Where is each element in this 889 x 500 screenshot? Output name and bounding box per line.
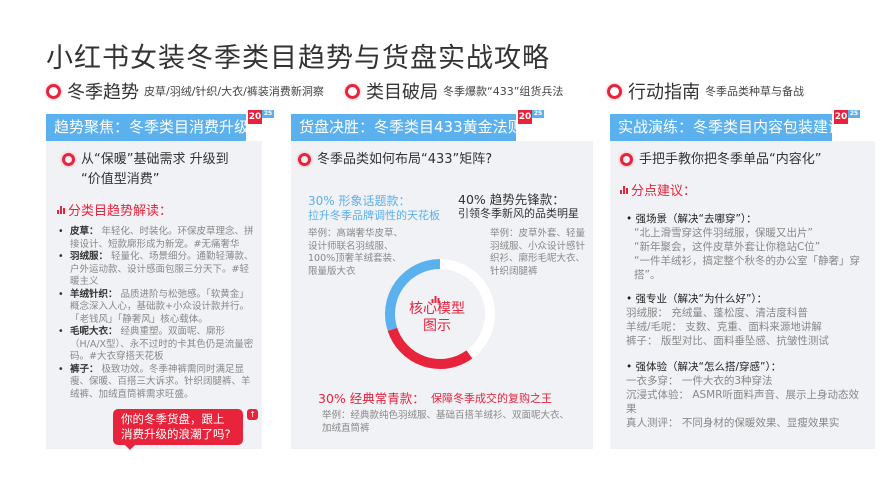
ring-icon [345,83,360,99]
content-panel [610,141,875,449]
list-item: 羊绒针织： 品质进阶与松弛感。「软黄金」概念深入人心，基础款+小众设计款并行。「… [58,289,258,327]
section-label: 类目破局 [366,82,438,103]
section-label: 行动指南 [628,82,700,103]
tip-line: 羽绒服： 充绒量、蓬松度、清洁度科普 [626,307,808,319]
ring-icon [62,153,75,166]
section-desc: 冬季品类种草与备战 [705,85,804,98]
year-badge: 20 25 [518,110,546,124]
badge-a: 20 [248,110,262,124]
tip-line: “一件羊绒衫，搞定整个秋冬的办公室「静奢」穿搭”。 [634,255,860,281]
tip-heading: • 强专业（解决“为什么好”）： [626,293,768,305]
badge-b: 25 [262,110,274,118]
ring-icon [46,83,61,99]
center-label: 核心模型 [409,301,465,317]
list-item: 皮草： 年轻化、时装化。环保皮草理念、拼接设计、短款廓形成为新宠。#无痛奢华 [58,226,258,251]
image-example: 举例：高端奢华皮草、设计师联名羽绒服、100%顶奢羊绒套装、限量版大衣 [308,228,404,277]
donut-segment-形象话题款 [385,259,441,331]
badge-b: 25 [848,110,860,118]
tip-heading: • 强场景（解决“去哪穿”）： [626,213,757,225]
lineup-bar: 货盘决胜：冬季类目433黄金法则 [291,114,523,141]
content-subtitle: 分点建议： [620,180,696,199]
question-line: 从“保暖”基础需求 升级到 [81,152,229,167]
trend-example: 举例：皮草外套、轻量羽绒服、小众设计感针织衫、廓形毛呢大衣、针织阔腿裤 [490,228,586,277]
image-sub: 拉升冬季品牌调性的天花板 [308,209,440,222]
donut-segment-经典常青款 [387,327,473,369]
tip-line: “北上滑雪穿这件羽绒服，保暖又出片” [634,227,813,239]
content-bar: 实战演练：冬季类目内容包装建议 [610,114,843,141]
question-text: 手把手教你把冬季单品“内容化” [639,152,822,167]
section-category: 类目破局 冬季爆款“433”组货兵法 [345,78,563,104]
badge-b: 25 [532,110,544,118]
subtitle-text: 分点建议： [631,184,697,199]
year-badge: 20 25 [834,110,862,124]
page-title: 小红书女装冬季类目趋势与货盘实战攻略 [46,43,550,74]
center-label: 图示 [423,318,451,334]
section-action: 行动指南 冬季品类种草与备战 [607,78,804,104]
question-bubble: 你的冬季货盘，跟上消费升级的浪潮了吗? [113,409,243,450]
badge-a: 20 [834,110,848,124]
tip-line: 沉浸式体验： ASMR听面料声音、展示上身动态效果 [626,389,860,415]
classic-example: 举例：经典款纯色羽绒服、基础百搭羊绒衫、双面呢大衣、加绒直筒裤 [322,410,570,434]
bar-chart-icon [431,288,443,307]
subtitle-text: 分类目趋势解读： [68,204,173,219]
tip-line: 裤子： 版型对比、面料垂坠感、抗皱性测试 [626,335,829,347]
tip-line: 羊绒/毛呢： 支数、克重、面料来源地讲解 [626,321,822,333]
badge-a: 20 [518,110,532,124]
tip-heading: • 强体验（解决“怎么搭/穿感”）： [626,361,782,373]
year-badge: 20 25 [248,110,276,124]
trend-bar: 趋势聚焦：冬季类目消费升级 [46,114,249,141]
tip-line: 真人测评： 不同身材的保暖效果、显瘦效果实 [626,417,840,429]
ring-icon [298,153,311,166]
section-trend: 冬季趋势 皮草/羽绒/针织/大衣/裤装消费新洞察 [46,78,324,104]
section-desc: 皮草/羽绒/针织/大衣/裤装消费新洞察 [144,85,324,98]
donut-chart [385,259,495,369]
content-question: 手把手教你把冬季单品“内容化” [620,150,821,170]
bar-chart-icon [620,185,628,194]
tip-line: “新年聚会，这件皮草外套让你稳站C位” [634,241,821,253]
trend-question: 从“保暖”基础需求 升级到 “价值型消费” [62,150,229,190]
image-title: 30% 形象话题款： [308,194,411,208]
list-item: 羽绒服： 轻量化、场景细分。通勤轻薄款、户外运动款、设计感面包服三分天下。#轻暖… [58,251,258,289]
list-item: 毛呢大衣： 经典重塑。双面呢、廓形（H/A/X型）、永不过时的卡其色仍是流量密码… [58,326,258,364]
ring-icon [620,153,633,166]
pin-icon: ↑ [247,409,258,420]
classic-title: 30% 经典常青款： [318,391,425,406]
tip-line: 一衣多穿： 一件大衣的3种穿法 [626,375,773,387]
lineup-question: 冬季品类如何布局“433”矩阵? [298,150,492,170]
question-line: “价值型消费” [81,172,160,187]
section-desc: 冬季爆款“433”组货兵法 [443,85,564,98]
question-text: 冬季品类如何布局“433”矩阵? [317,152,493,167]
trend-title: 40% 趋势先锋款： [458,192,565,207]
trend-list: 皮草： 年轻化、时装化。环保皮草理念、拼接设计、短款廓形成为新宠。#无痛奢华 羽… [58,226,258,401]
list-item: 裤子： 极致功效。冬季神裤需同时满足显瘦、保暖、百搭三大诉求。针织阔腿裤、羊绒裤… [58,364,258,402]
tips-list: • 强场景（解决“去哪穿”）： “北上滑雪穿这件羽绒服，保暖又出片” “新年聚会… [626,212,866,430]
trend-sub: 引领冬季新风的品类明星 [458,207,579,220]
section-label: 冬季趋势 [67,82,139,103]
classic-sub: 保障冬季成交的复购之王 [431,392,552,405]
lineup-panel [291,141,593,449]
ring-icon [607,83,622,99]
bar-chart-icon [57,205,65,214]
trend-subtitle: 分类目趋势解读： [57,200,172,219]
